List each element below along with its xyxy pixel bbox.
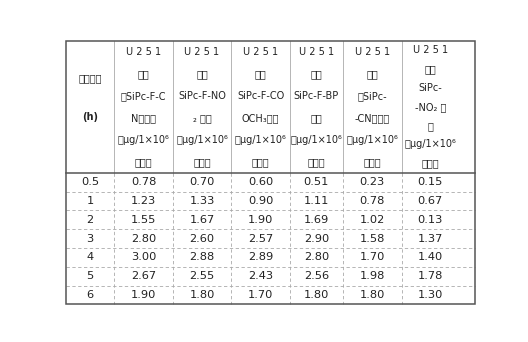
Text: 1.90: 1.90: [131, 290, 156, 300]
Text: 2.80: 2.80: [304, 252, 329, 262]
Text: 2.80: 2.80: [131, 234, 156, 244]
Text: SiPc-F-BP: SiPc-F-BP: [294, 91, 339, 101]
Text: 1.67: 1.67: [190, 215, 215, 225]
Text: 0.51: 0.51: [304, 177, 329, 187]
Text: -NO₂ 的: -NO₂ 的: [414, 102, 446, 112]
Text: 0.5: 0.5: [81, 177, 99, 187]
Text: U 2 5 1: U 2 5 1: [299, 47, 334, 57]
Text: U 2 5 1: U 2 5 1: [184, 47, 220, 57]
Text: 0.13: 0.13: [418, 215, 443, 225]
Text: 4: 4: [87, 252, 93, 262]
Text: 2.57: 2.57: [248, 234, 273, 244]
Text: SiPc-F-CO: SiPc-F-CO: [237, 91, 284, 101]
Text: 1.80: 1.80: [360, 290, 385, 300]
Text: 摄取: 摄取: [366, 69, 378, 79]
Text: 量: 量: [427, 121, 433, 131]
Text: 1.55: 1.55: [131, 215, 156, 225]
Text: 0.23: 0.23: [360, 177, 385, 187]
Text: SiPc-F-NO: SiPc-F-NO: [178, 91, 226, 101]
Text: 摄取: 摄取: [196, 69, 208, 79]
Text: 的量: 的量: [310, 113, 322, 123]
Text: U 2 5 1: U 2 5 1: [355, 47, 390, 57]
Text: 2.89: 2.89: [248, 252, 273, 262]
Text: 1.80: 1.80: [304, 290, 329, 300]
Text: 3: 3: [87, 234, 94, 244]
Text: 3.00: 3.00: [131, 252, 156, 262]
Text: 0.15: 0.15: [418, 177, 443, 187]
Text: U 2 5 1: U 2 5 1: [243, 47, 278, 57]
Text: 5: 5: [87, 271, 94, 281]
Text: 1.70: 1.70: [360, 252, 385, 262]
Text: （μg/1×10⁶: （μg/1×10⁶: [290, 135, 342, 145]
Text: 2.60: 2.60: [190, 234, 214, 244]
Text: 1.70: 1.70: [248, 290, 274, 300]
Text: 1.30: 1.30: [418, 290, 443, 300]
Text: 2.43: 2.43: [248, 271, 273, 281]
Text: U 2 5 1: U 2 5 1: [126, 47, 161, 57]
Text: 1.23: 1.23: [131, 196, 156, 206]
Text: 2: 2: [87, 215, 93, 225]
Text: N）的量: N）的量: [131, 113, 156, 123]
Text: 1: 1: [87, 196, 94, 206]
Text: 细胞）: 细胞）: [363, 157, 381, 167]
Text: 0.78: 0.78: [360, 196, 385, 206]
Text: 细胞）: 细胞）: [193, 157, 211, 167]
Text: 2.67: 2.67: [131, 271, 156, 281]
Text: 摄取: 摄取: [138, 69, 149, 79]
Text: 1.33: 1.33: [190, 196, 215, 206]
Text: 0.60: 0.60: [248, 177, 273, 187]
Text: （μg/1×10⁶: （μg/1×10⁶: [234, 135, 287, 145]
Text: 0.67: 0.67: [418, 196, 443, 206]
Text: （SiPc-: （SiPc-: [357, 91, 387, 101]
Text: 1.58: 1.58: [360, 234, 385, 244]
Text: （μg/1×10⁶: （μg/1×10⁶: [176, 135, 228, 145]
Text: U 2 5 1: U 2 5 1: [412, 45, 448, 55]
Text: 2.56: 2.56: [304, 271, 329, 281]
Text: (h): (h): [82, 113, 98, 122]
Text: 1.37: 1.37: [418, 234, 443, 244]
Text: 2.88: 2.88: [190, 252, 215, 262]
Text: 摄取: 摄取: [310, 69, 322, 79]
Text: -CN）的量: -CN）的量: [355, 113, 390, 123]
Text: 细胞）: 细胞）: [135, 157, 153, 167]
Text: （SiPc-F-C: （SiPc-F-C: [121, 91, 166, 101]
Text: （μg/1×10⁶: （μg/1×10⁶: [346, 135, 398, 145]
Text: 摄取: 摄取: [425, 64, 436, 74]
Text: 0.90: 0.90: [248, 196, 274, 206]
Text: 2.90: 2.90: [304, 234, 329, 244]
Text: 0.70: 0.70: [190, 177, 215, 187]
Text: 6: 6: [87, 290, 93, 300]
Text: 1.40: 1.40: [418, 252, 443, 262]
Text: （μg/1×10⁶: （μg/1×10⁶: [118, 135, 169, 145]
Text: OCH₃的量: OCH₃的量: [242, 113, 279, 123]
Text: 1.02: 1.02: [360, 215, 385, 225]
Text: 细胞）: 细胞）: [421, 158, 439, 168]
Text: ₂ 的量: ₂ 的量: [193, 113, 211, 123]
Text: 1.90: 1.90: [248, 215, 274, 225]
Text: 孵育时间: 孵育时间: [78, 73, 102, 83]
Text: SiPc-: SiPc-: [418, 83, 442, 93]
Text: 0.78: 0.78: [131, 177, 156, 187]
Text: 1.69: 1.69: [304, 215, 329, 225]
Text: 2.55: 2.55: [190, 271, 215, 281]
Text: 1.98: 1.98: [360, 271, 385, 281]
Text: （μg/1×10⁶: （μg/1×10⁶: [404, 140, 456, 149]
Text: 1.78: 1.78: [418, 271, 443, 281]
Text: 摄取: 摄取: [254, 69, 267, 79]
Text: 细胞）: 细胞）: [308, 157, 325, 167]
Text: 细胞）: 细胞）: [252, 157, 269, 167]
Text: 1.11: 1.11: [304, 196, 329, 206]
Text: 1.80: 1.80: [190, 290, 215, 300]
